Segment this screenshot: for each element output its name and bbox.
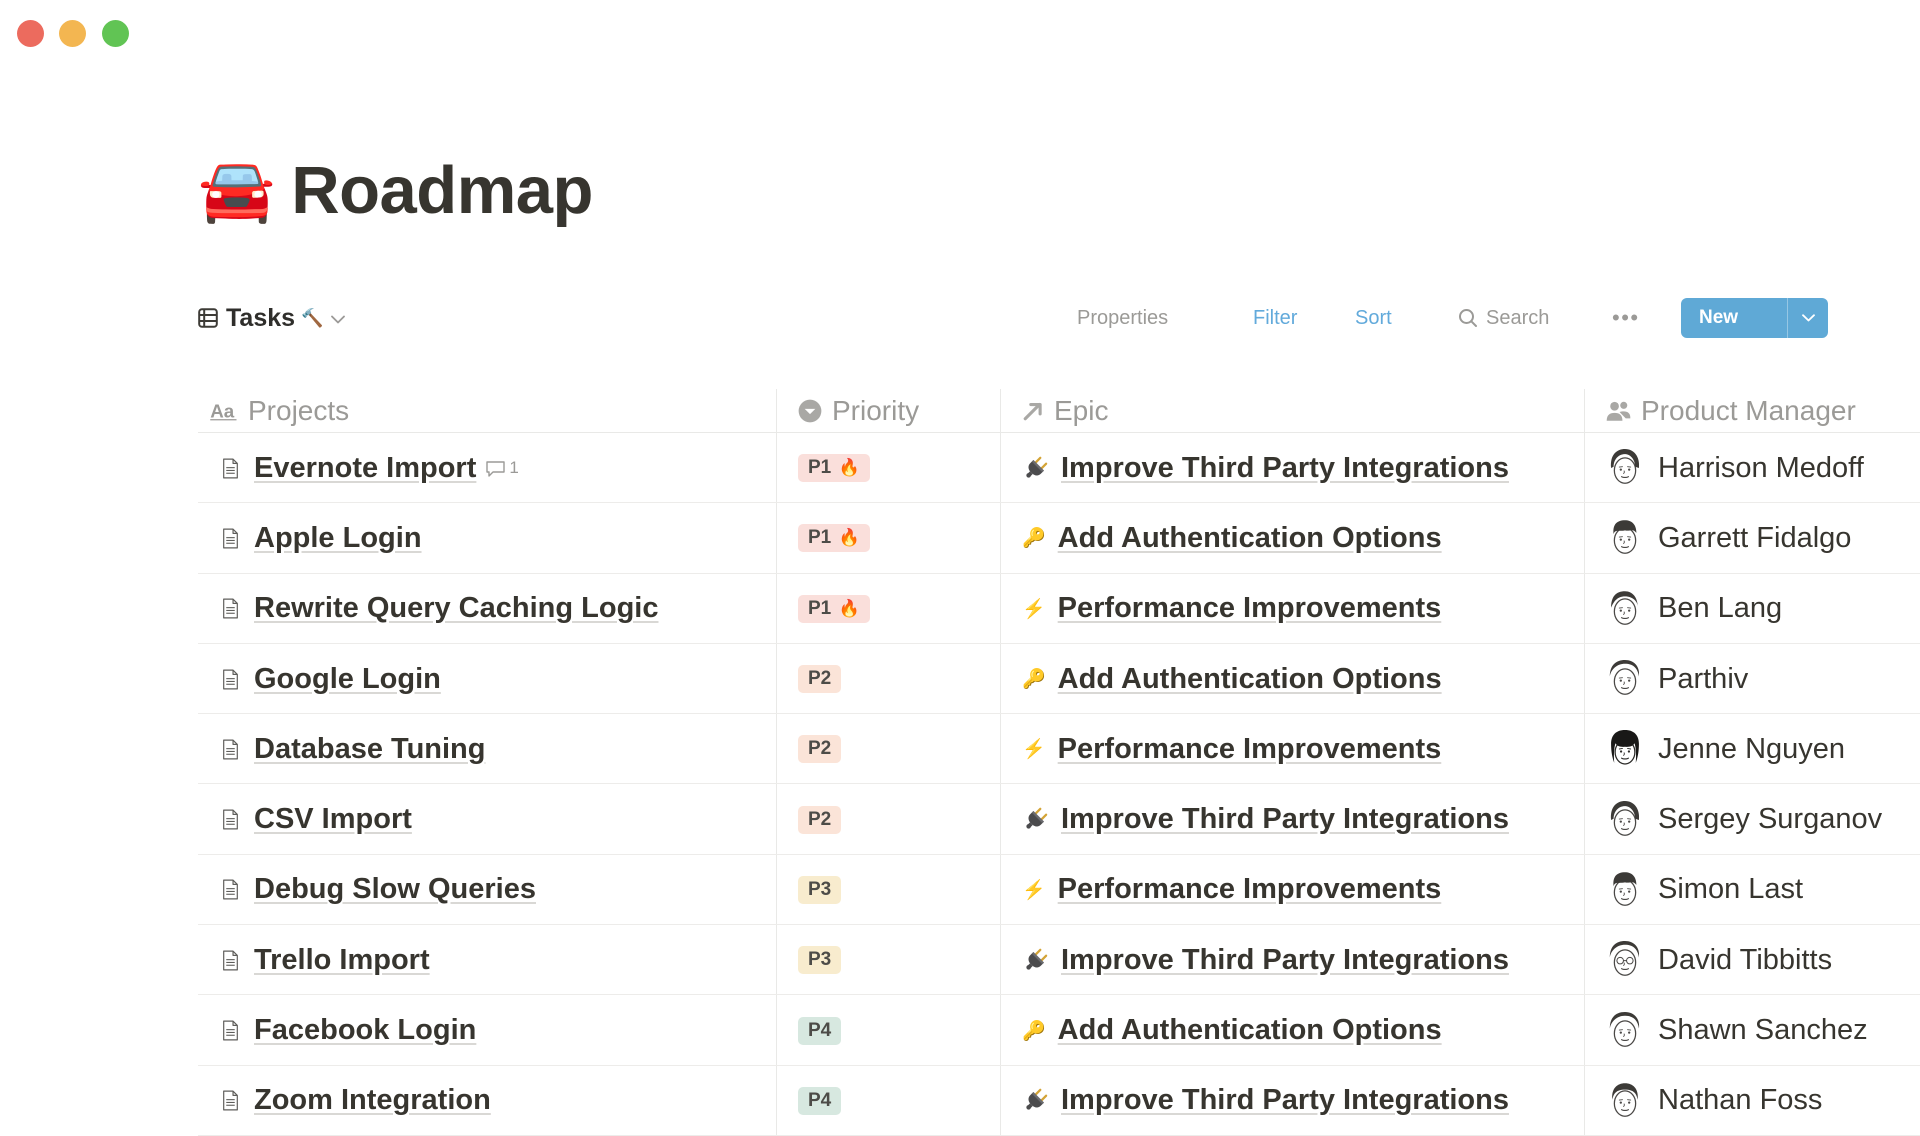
svg-text:Aa: Aa [210, 401, 235, 421]
